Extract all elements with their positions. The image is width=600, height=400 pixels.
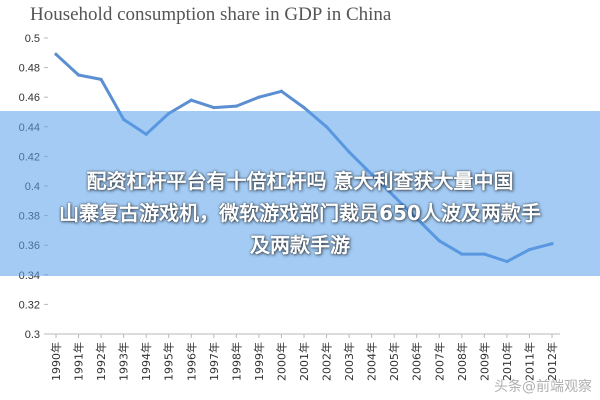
data-point [279, 89, 284, 93]
caption-text: 配资杠杆平台有十倍杠杆吗 意大利查获大量中国 山寨复古游戏机，微软游戏部门裁员6… [0, 165, 600, 261]
x-tick-label: 2005年 [387, 342, 401, 381]
y-tick-label: 0.48 [19, 63, 40, 75]
y-tick-label: 0.32 [19, 299, 40, 311]
x-tick-label: 1991年 [72, 342, 86, 381]
x-tick-label: 2003年 [342, 342, 356, 381]
y-tick-label: 0.5 [25, 33, 40, 45]
data-point [76, 73, 81, 77]
data-point [54, 52, 58, 56]
data-point [302, 105, 306, 110]
x-tick-label: 2001年 [297, 342, 311, 381]
caption-line-2: 山寨复古游戏机，微软游戏部门裁员650人波及两款手 [59, 201, 541, 225]
data-point [189, 98, 193, 102]
x-tick-label: 1990年 [49, 342, 63, 381]
x-tick-label: 2002年 [320, 342, 334, 381]
x-tick-label: 1999年 [252, 342, 266, 381]
x-tick-label: 1996年 [184, 342, 198, 381]
y-tick-label: 0.46 [19, 92, 40, 104]
caption-line-3: 及两款手游 [250, 233, 350, 257]
x-tick-label: 1995年 [162, 342, 176, 381]
x-tick-label: 2010年 [500, 342, 514, 381]
data-point [234, 104, 238, 108]
x-tick-label: 2008年 [455, 342, 469, 381]
x-tick-label: 2000年 [274, 342, 288, 381]
x-tick-label: 2011年 [522, 342, 536, 381]
data-point [257, 95, 261, 99]
data-point [212, 105, 216, 110]
x-tick-label: 1994年 [139, 342, 153, 381]
x-tick-label: 1993年 [117, 342, 131, 381]
caption-banner [0, 111, 600, 276]
y-tick-label: 0.3 [25, 329, 40, 341]
x-tick-label: 2009年 [477, 342, 491, 381]
x-tick-label: 2006年 [410, 342, 424, 381]
data-point [99, 77, 103, 82]
chart-title: Household consumption share in GDP in Ch… [30, 4, 392, 25]
caption-line-1: 配资杠杆平台有十倍杠杆吗 意大利查获大量中国 [86, 169, 514, 193]
x-tick-label: 2004年 [365, 342, 379, 381]
x-tick-label: 2012年 [545, 342, 559, 381]
x-tick-label: 2007年 [432, 342, 446, 381]
x-tick-label: 1998年 [229, 342, 243, 381]
x-tick-label: 1997年 [207, 342, 221, 381]
watermark: 头条@前端观察 [494, 379, 592, 395]
x-tick-label: 1992年 [94, 342, 108, 381]
x-tick-labels: 1990年 1991年 1992年 1993年 1994年 1995年 1996年 1997年… [49, 342, 559, 381]
